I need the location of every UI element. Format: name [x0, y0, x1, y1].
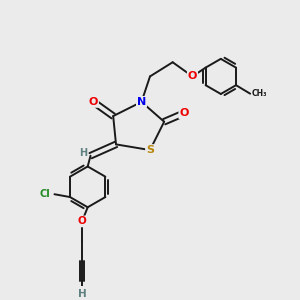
Text: Cl: Cl — [40, 189, 50, 199]
Text: H: H — [80, 148, 88, 158]
Text: O: O — [78, 216, 86, 226]
Text: S: S — [146, 145, 154, 155]
Text: H: H — [78, 289, 86, 298]
Text: N: N — [137, 97, 146, 107]
Text: O: O — [89, 97, 98, 107]
Text: O: O — [188, 71, 197, 81]
Text: CH₃: CH₃ — [252, 89, 267, 98]
Text: O: O — [179, 108, 189, 118]
